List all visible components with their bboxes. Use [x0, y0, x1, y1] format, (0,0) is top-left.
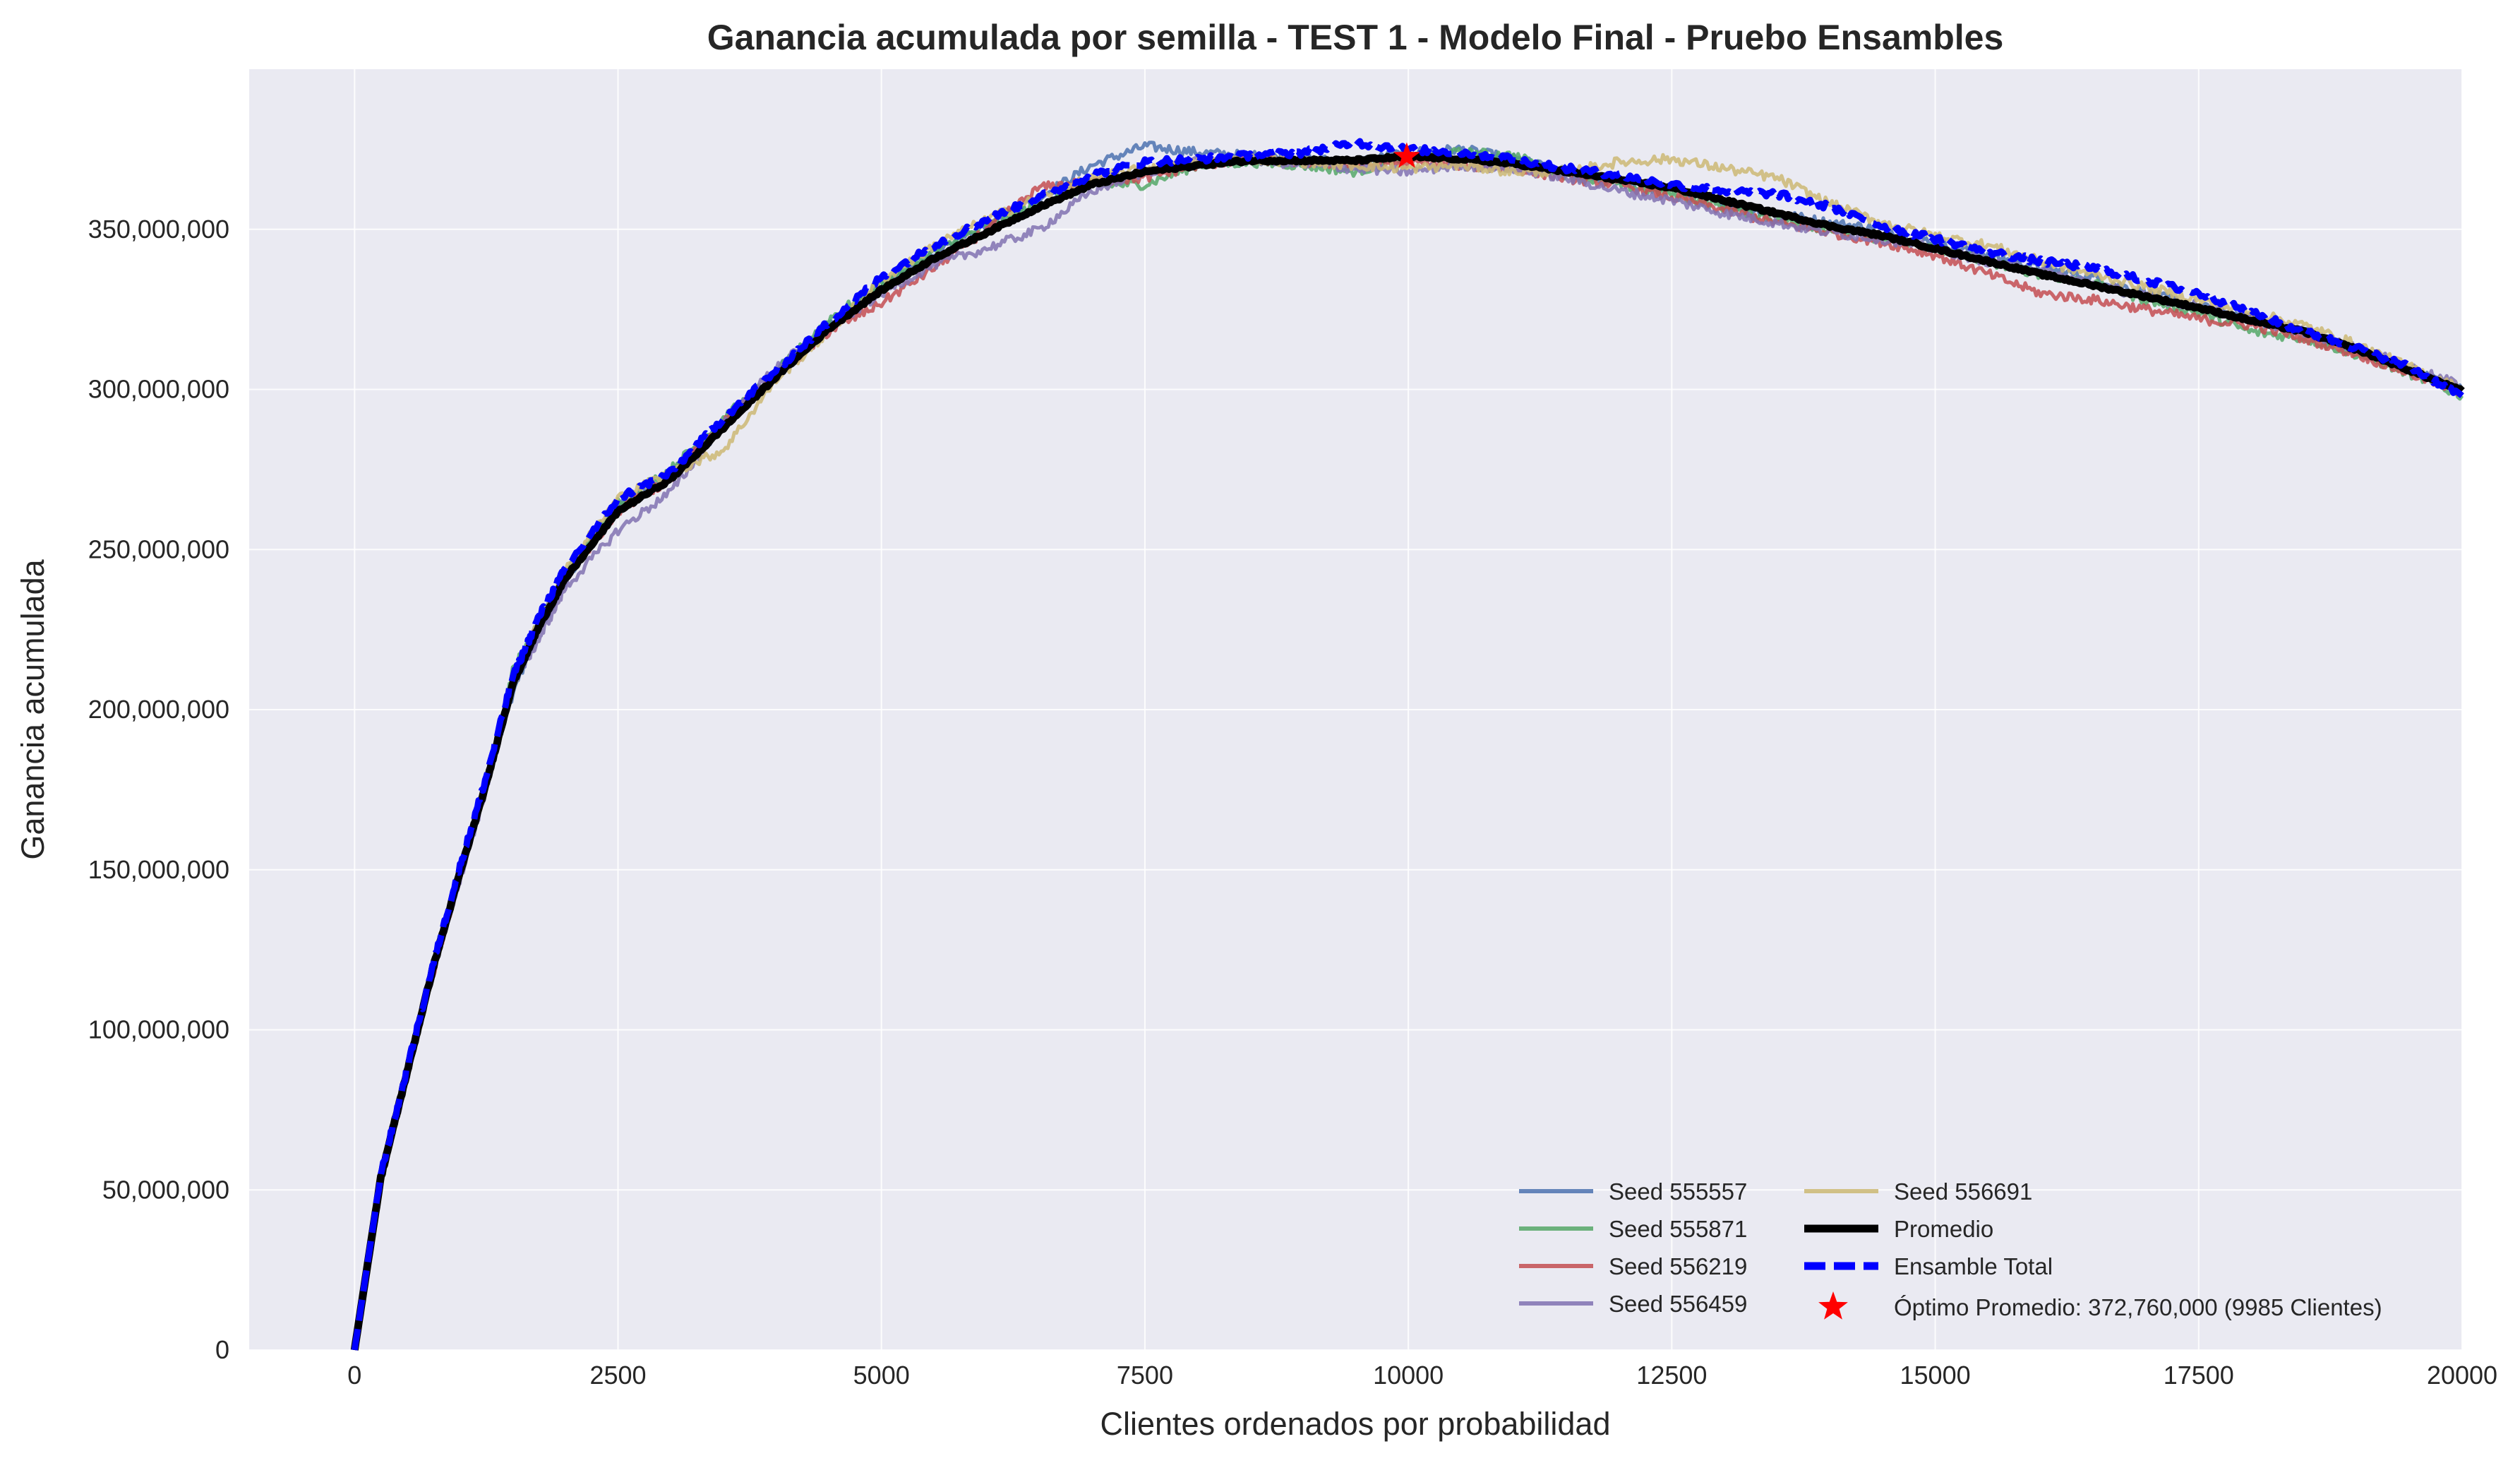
y-tick-label: 0: [215, 1335, 229, 1364]
x-tick-label: 20000: [2427, 1361, 2497, 1390]
x-tick-label: 2500: [589, 1361, 646, 1390]
legend-label: Seed 556691: [1894, 1178, 2032, 1205]
y-tick-label: 200,000,000: [88, 695, 229, 724]
y-tick-label: 150,000,000: [88, 855, 229, 884]
y-tick-label: 100,000,000: [88, 1015, 229, 1044]
legend-label: Seed 556219: [1609, 1253, 1747, 1279]
y-tick-label: 300,000,000: [88, 375, 229, 404]
y-axis-ticks: 0 50,000,000 100,000,000 150,000,000 200,000…: [88, 215, 229, 1364]
chart-title: Ganancia acumulada por semilla - TEST 1 …: [707, 18, 2004, 57]
series-line-ensamble-total: [351, 138, 2464, 1351]
series-layer: [350, 138, 2465, 1351]
legend-label: Seed 555871: [1609, 1216, 1747, 1242]
legend-label: Seed 556459: [1609, 1291, 1747, 1317]
legend-label-optimum: Óptimo Promedio: 372,760,000 (9985 Clien…: [1894, 1294, 2382, 1320]
x-tick-label: 17500: [2164, 1361, 2234, 1390]
y-axis-label: Ganancia acumulada: [15, 559, 51, 859]
legend-star-swatch: [1818, 1291, 1848, 1320]
y-tick-label: 50,000,000: [102, 1175, 229, 1204]
legend-label: Seed 555557: [1609, 1178, 1747, 1205]
x-tick-label: 7500: [1117, 1361, 1173, 1390]
x-tick-label: 10000: [1373, 1361, 1444, 1390]
y-tick-label: 350,000,000: [88, 215, 229, 244]
x-tick-label: 0: [347, 1361, 361, 1390]
legend-label: Ensamble Total: [1894, 1253, 2053, 1279]
x-tick-label: 12500: [1636, 1361, 1707, 1390]
x-tick-label: 15000: [1900, 1361, 1971, 1390]
optimum-star-marker: [1393, 142, 1420, 168]
marker-layer: [1393, 142, 1420, 168]
legend: Seed 555557 Seed 555871 Seed 556219 Seed 55…: [1519, 1178, 2382, 1320]
x-axis-ticks: 0 2500 5000 7500 10000 12500 15000 17500 20000: [347, 1361, 2497, 1390]
x-tick-label: 5000: [853, 1361, 910, 1390]
series-line-promedio: [350, 151, 2465, 1351]
x-axis-label: Clientes ordenados por probabilidad: [1100, 1406, 1611, 1442]
y-tick-label: 250,000,000: [88, 535, 229, 563]
legend-label: Promedio: [1894, 1216, 1993, 1242]
